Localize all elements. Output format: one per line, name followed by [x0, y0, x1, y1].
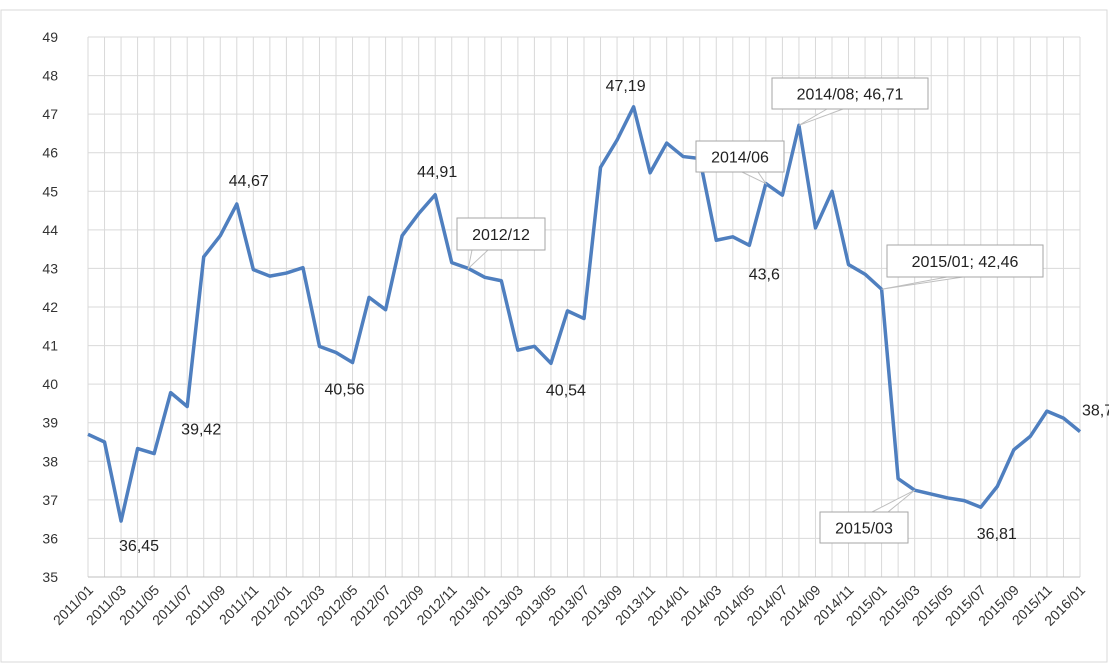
y-tick-label: 41	[42, 338, 58, 354]
annotation: 2012/12	[472, 227, 530, 244]
y-tick-label: 45	[42, 183, 58, 199]
callout-leader	[467, 249, 489, 270]
callout-leader	[871, 489, 915, 513]
annotation: 2014/06	[711, 150, 769, 167]
y-tick-label: 44	[42, 222, 58, 238]
callout-box	[695, 140, 785, 173]
data-label: 40,56	[325, 382, 365, 399]
y-tick-label: 39	[42, 415, 58, 431]
annotation: 2014/08; 46,71	[797, 87, 904, 104]
data-label: 44,67	[229, 173, 269, 190]
callout-box	[456, 217, 546, 251]
annotation: 2015/01; 42,46	[912, 254, 1019, 271]
data-label: 40,54	[546, 382, 586, 399]
y-tick-label: 35	[42, 569, 58, 585]
callout-box	[819, 511, 909, 544]
y-tick-label: 49	[42, 29, 58, 45]
data-label: 39,42	[181, 422, 221, 439]
data-label: 43,6	[749, 266, 780, 283]
y-tick-label: 36	[42, 530, 58, 546]
y-tick-label: 37	[42, 492, 58, 508]
data-label: 36,81	[977, 526, 1017, 543]
y-tick-label: 42	[42, 299, 58, 315]
callout-leader	[881, 276, 964, 290]
y-tick-label: 40	[42, 376, 58, 392]
annotation: 2015/03	[835, 521, 893, 538]
chart-frame	[0, 9, 1108, 663]
y-tick-label: 43	[42, 260, 58, 276]
callout-leader	[798, 108, 844, 126]
callout-box	[886, 244, 1044, 278]
data-label: 36,45	[119, 538, 159, 555]
data-label: 44,91	[417, 164, 457, 181]
data-label: 47,19	[606, 78, 646, 95]
y-tick-label: 48	[42, 68, 58, 84]
data-label: 38,77	[1082, 403, 1109, 420]
callout-box	[771, 77, 929, 110]
callout-leader	[741, 171, 768, 185]
y-tick-label: 46	[42, 145, 58, 161]
y-tick-label: 47	[42, 106, 58, 122]
y-tick-label: 38	[42, 453, 58, 469]
